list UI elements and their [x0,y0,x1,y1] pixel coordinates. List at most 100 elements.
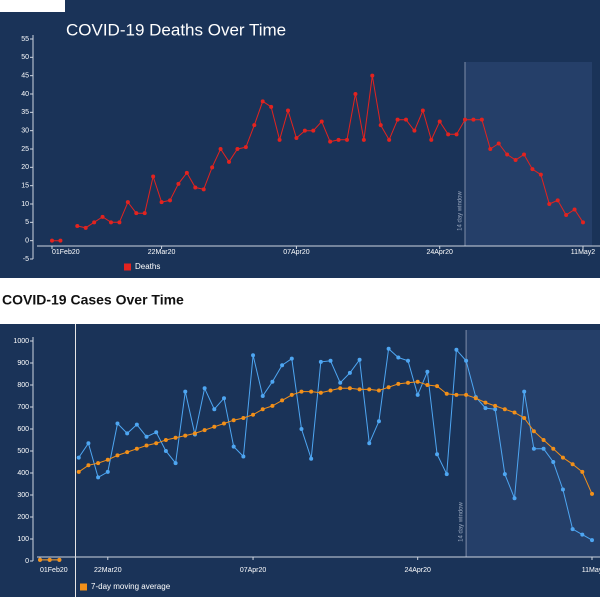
x-tick-label: 22Mar20 [94,567,122,574]
point [345,137,349,142]
y-tick-label: 300 [17,492,29,499]
point [541,438,546,442]
point [353,92,358,96]
point [479,117,484,122]
point [512,496,517,501]
point [222,396,226,401]
point [338,380,343,385]
point [336,137,341,142]
point [338,386,343,391]
point [367,441,372,446]
point [299,389,304,394]
point [302,128,307,133]
point [425,383,430,387]
y-tick-label: 800 [17,382,29,389]
legend-swatch [80,583,87,591]
point [280,398,285,403]
point [173,461,178,466]
x-tick-label: 01Feb20 [40,567,68,574]
y-tick-label: 600 [17,426,29,433]
point [555,198,560,203]
point [58,238,63,243]
point [454,132,459,137]
point [444,472,449,477]
point [473,396,478,401]
point [75,224,80,228]
y-tick-label: 0 [25,238,29,245]
point [241,454,246,459]
y-tick-label: 100 [17,536,29,543]
point [100,214,105,219]
point [541,446,546,451]
point [437,119,442,124]
point [309,456,314,461]
point [435,384,440,389]
point [202,428,207,433]
point [50,238,54,243]
point [86,441,91,446]
point [395,117,400,122]
y-tick-label: 40 [21,91,29,98]
point [289,356,294,361]
y-tick-label: 30 [21,128,29,135]
legend-label: 7-day moving average [91,582,171,591]
point [386,385,391,390]
y-tick-label: -5 [23,256,29,263]
y-tick-label: 500 [17,448,29,455]
x-tick-label: 24Apr20 [404,567,431,574]
point [454,347,459,352]
legend-swatch [124,263,131,271]
point [357,357,362,362]
point [560,487,565,492]
point [57,557,62,562]
point [151,174,156,179]
point [125,431,130,436]
point [493,407,498,412]
point [530,167,535,172]
point [235,147,240,151]
point [92,220,97,225]
y-tick-label: 15 [21,183,29,190]
point [76,455,81,460]
point [144,443,149,448]
point [183,433,188,438]
point [201,187,206,192]
y-tick-label: 400 [17,470,29,477]
window-shade [465,62,592,246]
point [580,469,585,474]
point [488,147,493,151]
point [471,117,476,122]
y-tick-label: 900 [17,360,29,367]
y-tick-label: 35 [21,109,29,116]
point [47,557,52,562]
point [386,346,391,351]
point [328,388,333,393]
point [38,557,42,562]
point [396,381,401,386]
point [134,422,139,427]
point [420,108,425,113]
y-tick-label: 20 [21,164,29,171]
point [551,460,556,464]
point [496,141,501,146]
point [277,137,282,142]
point [251,353,256,358]
point [184,170,189,175]
point [483,406,488,411]
point [522,152,526,157]
point [299,427,304,431]
point [294,136,299,140]
point [318,390,323,395]
point [183,389,188,394]
point [96,475,101,480]
point [251,412,256,417]
point [531,429,536,434]
point [505,152,510,157]
point [142,211,147,216]
point [590,538,594,543]
point [425,369,430,374]
chart-title: COVID-19 Deaths Over Time [66,20,286,39]
point [415,392,420,397]
point [581,220,585,225]
